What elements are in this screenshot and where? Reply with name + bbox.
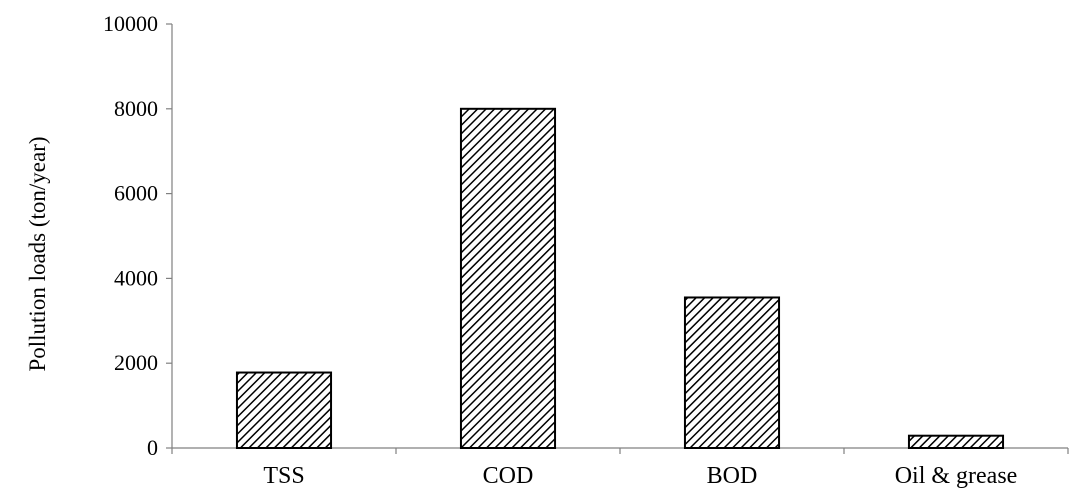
- bar-bod: [683, 296, 781, 450]
- x-tick-label: Oil & grease: [895, 463, 1018, 489]
- x-tick-labels: TSS COD BOD Oil & grease: [263, 463, 1017, 489]
- y-tick-label: 0: [147, 435, 158, 460]
- bar-cod: [459, 107, 557, 450]
- bar-tss: [235, 371, 333, 450]
- bar-oil-grease: [907, 434, 1005, 450]
- y-tick-label: 10000: [103, 11, 158, 36]
- x-tick-label: BOD: [707, 463, 758, 489]
- x-tick-label: TSS: [263, 463, 304, 489]
- x-tick-label: COD: [483, 463, 534, 489]
- y-ticks: 0 2000 4000 6000 8000 10000: [103, 11, 158, 460]
- y-tick-label: 2000: [114, 350, 158, 375]
- y-axis-title: Pollution loads (ton/year): [25, 136, 50, 371]
- y-tick-label: 4000: [114, 265, 158, 290]
- y-tick-label: 8000: [114, 96, 158, 121]
- y-tick-label: 6000: [114, 181, 158, 206]
- bars: [235, 107, 1005, 450]
